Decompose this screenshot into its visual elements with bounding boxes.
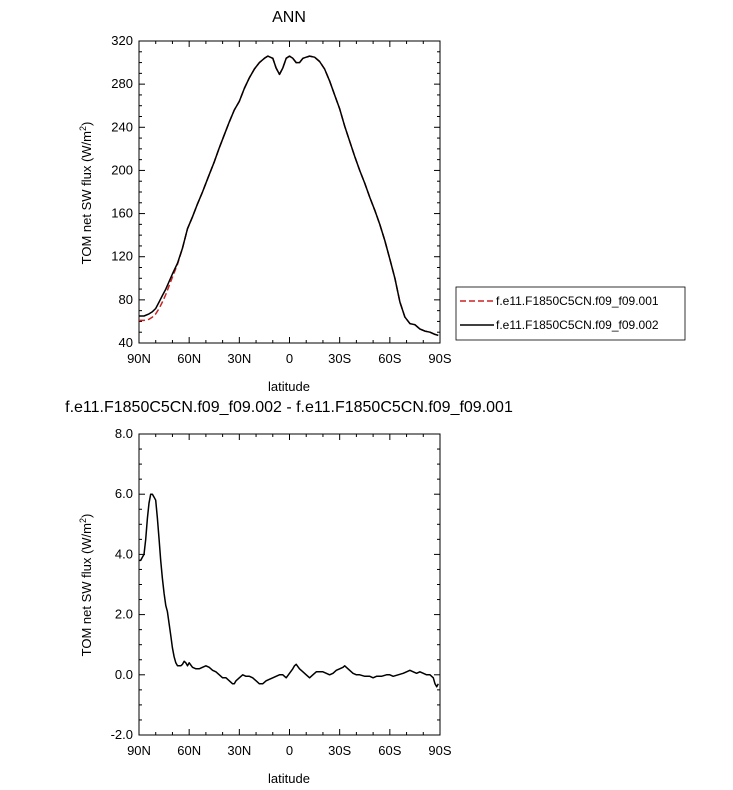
top-xtick-label: 60S [378, 351, 401, 366]
top-xtick-label: 90N [127, 351, 151, 366]
top-plot-area: 90N 60N 30N 0 30S 60S 90S 40 80 120 160 200 240 280 32… [111, 33, 452, 366]
bottom-xtick-label: 0 [286, 743, 293, 758]
bottom-xtick-label: 60S [378, 743, 401, 758]
bottom-panel-title: f.e11.F1850C5CN.f09_f09.002 - f.e11.F185… [65, 399, 513, 416]
bottom-yaxis-label: TOM net SW flux (W/m2) [78, 514, 94, 657]
top-xtick-label: 90S [428, 351, 451, 366]
top-yaxis-label: TOM net SW flux (W/m2) [78, 122, 94, 265]
top-yaxis-label-sup: 2 [78, 126, 88, 131]
bottom-ytick-label: -2.0 [111, 727, 133, 742]
legend-label-series-002: f.e11.F1850C5CN.f09_f09.002 [496, 318, 659, 332]
top-ytick-label: 280 [111, 76, 133, 91]
top-ytick-label: 40 [119, 335, 133, 350]
top-series-line-1 [139, 55, 439, 336]
top-ytick-label: 320 [111, 33, 133, 48]
top-xtick-label: 30S [328, 351, 351, 366]
top-xtick-label: 30N [227, 351, 251, 366]
bottom-ytick-label: 0.0 [115, 667, 133, 682]
top-ytick-label: 160 [111, 206, 133, 221]
top-yaxis-label-end: ) [79, 122, 94, 126]
top-xaxis-label: latitude [268, 379, 310, 394]
bottom-xtick-label: 90N [127, 743, 151, 758]
top-xtick-label: 60N [177, 351, 201, 366]
top-ytick-label: 120 [111, 249, 133, 264]
bottom-yaxis-label-sup: 2 [78, 518, 88, 523]
bottom-plot-area: 90N 60N 30N 0 30S 60S 90S -2.0 0.0 2.0 4.0 6.0 8.0 [111, 426, 452, 758]
bottom-xtick-label: 30S [328, 743, 351, 758]
bottom-series-line-1 [139, 493, 439, 688]
top-panel: ANN 90N 60N 30N 0 30S 60S 90S 40 80 120 160 200 240 2… [78, 9, 686, 394]
bottom-ytick-label: 6.0 [115, 486, 133, 501]
bottom-xtick-label: 90S [428, 743, 451, 758]
bottom-plot-frame [138, 433, 441, 736]
top-series-line-2 [139, 55, 439, 337]
top-plot-frame [138, 40, 441, 344]
bottom-panel: f.e11.F1850C5CN.f09_f09.002 - f.e11.F185… [65, 399, 513, 786]
top-ytick-label: 200 [111, 162, 133, 177]
bottom-xaxis-label: latitude [268, 771, 310, 786]
legend-label-series-001: f.e11.F1850C5CN.f09_f09.001 [496, 294, 659, 308]
top-xtick-label: 0 [286, 351, 293, 366]
bottom-yaxis-label-end: ) [79, 514, 94, 518]
legend: f.e11.F1850C5CN.f09_f09.001 f.e11.F1850C… [455, 286, 686, 341]
top-yaxis-label-main: TOM net SW flux (W/m [79, 131, 94, 264]
top-ytick-label: 240 [111, 119, 133, 134]
legend-box [455, 286, 686, 341]
bottom-ytick-label: 8.0 [115, 426, 133, 441]
bottom-xtick-label: 30N [227, 743, 251, 758]
top-panel-title: ANN [272, 9, 306, 26]
top-ytick-label: 80 [119, 292, 133, 307]
bottom-ytick-label: 2.0 [115, 607, 133, 622]
bottom-xtick-label: 60N [177, 743, 201, 758]
bottom-yaxis-label-main: TOM net SW flux (W/m [79, 523, 94, 656]
bottom-ytick-label: 4.0 [115, 546, 133, 561]
